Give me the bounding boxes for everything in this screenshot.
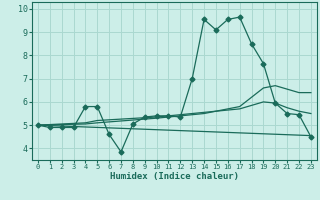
X-axis label: Humidex (Indice chaleur): Humidex (Indice chaleur) [110,172,239,181]
